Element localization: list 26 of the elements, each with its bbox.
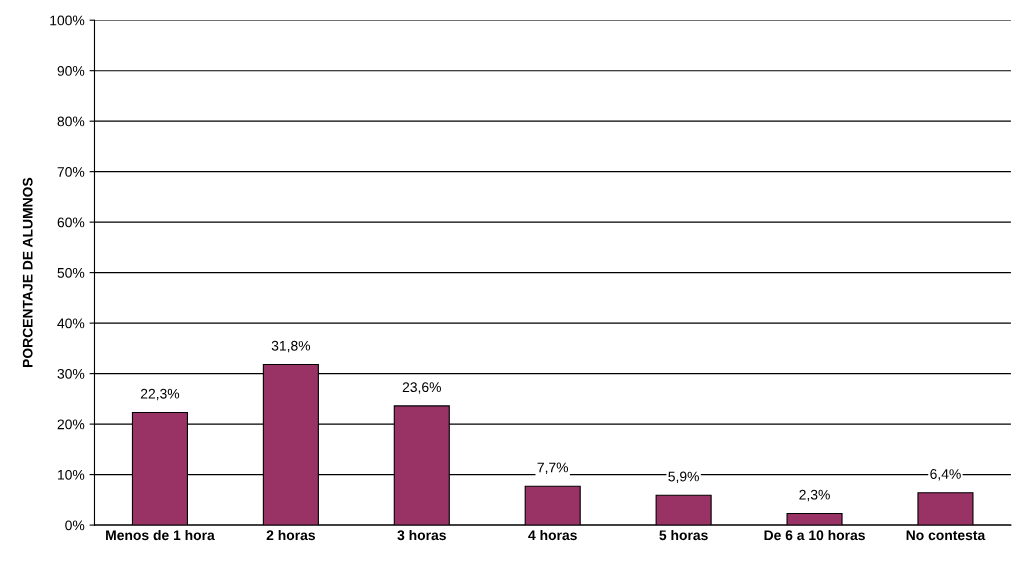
data-label: 22,3% [140, 388, 180, 401]
x-tick-label: De 6 a 10 horas [764, 529, 865, 541]
y-tick-label: 70% [57, 166, 85, 177]
y-tick-label: 90% [57, 66, 85, 76]
data-label: 31,8% [271, 340, 311, 353]
x-tick-label: Menos de 1 hora [106, 529, 215, 541]
data-label: 7,7% [537, 462, 569, 474]
y-tick-label: 30% [57, 368, 85, 379]
data-label: 5,9% [668, 471, 699, 484]
x-tick-label: 2 horas [266, 529, 315, 541]
y-tick-label: 20% [57, 419, 85, 430]
data-label: 6,4% [930, 469, 961, 481]
y-tick-label: 80% [57, 116, 85, 127]
y-tick-label: 50% [57, 267, 85, 278]
y-axis-title: PORCENTAJE DE ALUMNOS [22, 177, 33, 367]
x-tick-label: 4 horas [528, 529, 577, 541]
data-label: 2,3% [799, 489, 830, 502]
y-tick-label: 40% [57, 318, 85, 329]
x-tick-label: 3 horas [397, 529, 446, 541]
x-tick-label: 5 horas [659, 529, 708, 541]
data-label: 23,6% [402, 382, 441, 394]
y-tick-label: 60% [57, 217, 85, 228]
x-tick-label: No contesta [906, 530, 986, 541]
y-tick-label: 0% [65, 520, 85, 531]
y-tick-label: 100% [50, 15, 85, 26]
y-tick-label: 10% [58, 469, 85, 480]
